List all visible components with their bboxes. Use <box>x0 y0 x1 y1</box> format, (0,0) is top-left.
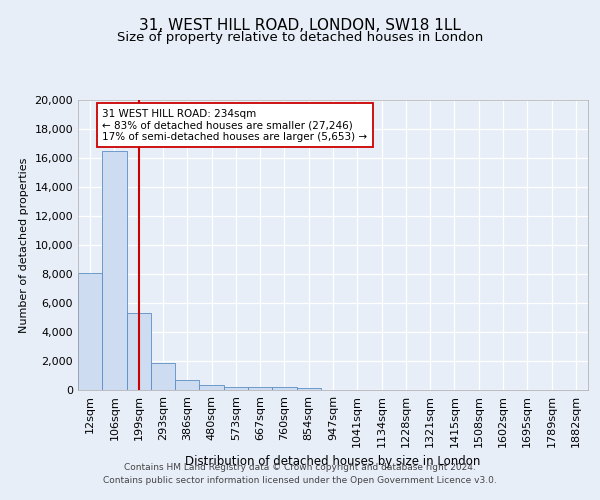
Bar <box>151 363 175 390</box>
Y-axis label: Number of detached properties: Number of detached properties <box>19 158 29 332</box>
Text: 31 WEST HILL ROAD: 234sqm
← 83% of detached houses are smaller (27,246)
17% of s: 31 WEST HILL ROAD: 234sqm ← 83% of detac… <box>102 108 367 142</box>
Bar <box>127 313 151 390</box>
Bar <box>175 380 199 390</box>
Bar <box>272 387 296 390</box>
Bar <box>78 272 102 390</box>
Bar <box>102 151 127 390</box>
Text: Contains public sector information licensed under the Open Government Licence v3: Contains public sector information licen… <box>103 476 497 485</box>
Bar <box>224 386 248 390</box>
Text: Contains HM Land Registry data © Crown copyright and database right 2024.: Contains HM Land Registry data © Crown c… <box>124 464 476 472</box>
X-axis label: Distribution of detached houses by size in London: Distribution of detached houses by size … <box>185 456 481 468</box>
Text: Size of property relative to detached houses in London: Size of property relative to detached ho… <box>117 31 483 44</box>
Bar <box>199 386 224 390</box>
Text: 31, WEST HILL ROAD, LONDON, SW18 1LL: 31, WEST HILL ROAD, LONDON, SW18 1LL <box>139 18 461 32</box>
Bar <box>296 388 321 390</box>
Bar <box>248 387 272 390</box>
